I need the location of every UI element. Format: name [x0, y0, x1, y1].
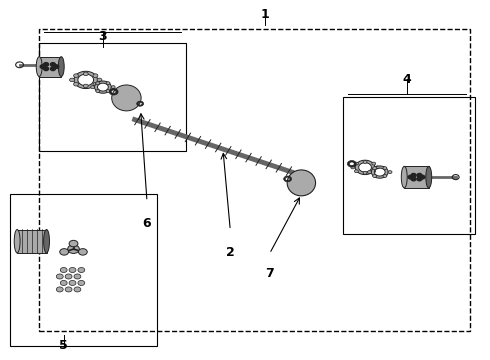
- Circle shape: [420, 175, 425, 179]
- Circle shape: [96, 90, 100, 93]
- Circle shape: [368, 171, 371, 174]
- Circle shape: [383, 167, 387, 170]
- Circle shape: [417, 177, 422, 181]
- Ellipse shape: [36, 57, 42, 77]
- Circle shape: [93, 82, 98, 86]
- Circle shape: [408, 175, 413, 179]
- Circle shape: [40, 65, 45, 68]
- Text: 1: 1: [260, 8, 269, 21]
- Circle shape: [78, 249, 87, 255]
- Text: 7: 7: [265, 267, 274, 280]
- Ellipse shape: [287, 170, 316, 196]
- Text: 4: 4: [402, 73, 411, 86]
- Circle shape: [363, 161, 367, 163]
- Ellipse shape: [112, 85, 141, 111]
- Circle shape: [69, 280, 76, 285]
- Circle shape: [56, 287, 63, 292]
- Text: 3: 3: [98, 30, 107, 42]
- Circle shape: [78, 267, 85, 273]
- Ellipse shape: [426, 166, 432, 188]
- Circle shape: [50, 63, 55, 66]
- Circle shape: [60, 249, 69, 255]
- Circle shape: [74, 274, 81, 279]
- Bar: [10, 194, 157, 346]
- Bar: [39, 29, 470, 331]
- Text: 2: 2: [226, 246, 235, 258]
- Bar: [17, 230, 47, 253]
- Circle shape: [60, 280, 67, 285]
- Circle shape: [93, 74, 98, 77]
- Circle shape: [65, 287, 72, 292]
- Circle shape: [74, 82, 78, 86]
- Circle shape: [69, 267, 76, 273]
- Circle shape: [372, 162, 376, 165]
- Bar: [343, 97, 475, 234]
- Circle shape: [74, 287, 81, 292]
- Ellipse shape: [44, 230, 49, 253]
- Circle shape: [83, 72, 88, 76]
- Circle shape: [383, 175, 387, 177]
- Circle shape: [97, 78, 102, 82]
- Text: 6: 6: [143, 217, 151, 230]
- Circle shape: [54, 65, 59, 68]
- Circle shape: [96, 82, 100, 85]
- Circle shape: [74, 74, 78, 77]
- Circle shape: [44, 63, 49, 66]
- Circle shape: [363, 171, 367, 174]
- Circle shape: [69, 240, 78, 247]
- Circle shape: [417, 174, 422, 177]
- Circle shape: [354, 162, 358, 165]
- Ellipse shape: [401, 166, 407, 188]
- Circle shape: [106, 82, 110, 85]
- Circle shape: [83, 84, 88, 88]
- Circle shape: [372, 175, 377, 177]
- Bar: [39, 57, 61, 77]
- Circle shape: [375, 166, 379, 169]
- Circle shape: [65, 274, 72, 279]
- Circle shape: [411, 174, 416, 177]
- Circle shape: [70, 78, 74, 82]
- Ellipse shape: [14, 230, 20, 253]
- Ellipse shape: [58, 57, 64, 77]
- Bar: [39, 43, 186, 151]
- Text: 5: 5: [59, 339, 68, 352]
- Circle shape: [44, 67, 49, 71]
- Circle shape: [111, 86, 115, 89]
- Circle shape: [411, 177, 416, 181]
- Circle shape: [78, 280, 85, 285]
- Circle shape: [56, 274, 63, 279]
- Circle shape: [354, 170, 358, 173]
- Circle shape: [388, 171, 392, 174]
- Circle shape: [60, 267, 67, 273]
- Circle shape: [373, 167, 377, 170]
- Circle shape: [106, 90, 110, 93]
- Circle shape: [372, 170, 376, 173]
- Circle shape: [351, 166, 355, 169]
- Circle shape: [91, 86, 95, 89]
- Circle shape: [68, 245, 79, 253]
- Circle shape: [50, 67, 55, 71]
- Bar: [404, 166, 429, 188]
